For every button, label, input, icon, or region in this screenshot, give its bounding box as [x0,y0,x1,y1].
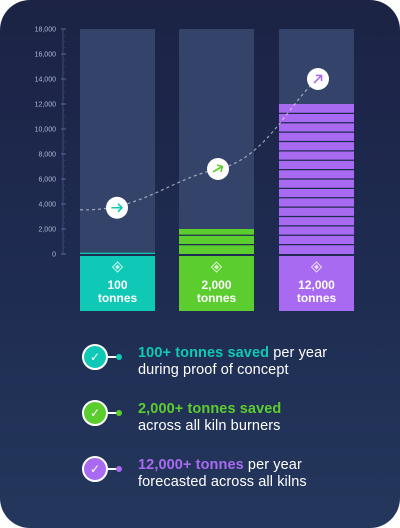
arrow-icon [212,164,224,173]
badge-icon [210,261,223,273]
badge-icon [314,264,319,270]
bar [179,229,254,254]
check-icon: ✓ [82,400,108,426]
badge-icon [214,264,219,270]
y-tick-label: 4,000 [38,202,56,209]
arrow-icon [111,203,123,213]
connector-dot [116,466,122,472]
stat-rest: per year [269,345,328,361]
connector-line [108,356,118,358]
stat-item-proof-of-concept: ✓ 100+ tonnes saved per year during proo… [80,340,390,384]
stat-rest: per year [243,457,302,473]
background-column [179,29,254,254]
emissions-bar-chart: 0 2,000 4,000 6,000 8,000 10,000 12,000 14,000 1… [35,27,354,311]
bar-label-unit: tonnes [297,291,337,305]
y-tick-label: 12,000 [35,102,57,109]
y-tick-label: 10,000 [35,127,57,134]
bar-label-value: 2,000 [201,278,231,292]
badge-icon [115,264,120,270]
badge-icon [111,261,124,273]
check-icon: ✓ [82,456,108,482]
y-tick-label: 2,000 [38,227,56,234]
background-column [80,29,155,254]
y-tick-label: 18,000 [35,27,57,34]
check-icon: ✓ [82,344,108,370]
badge-icon [310,261,323,273]
bar-label-unit: tonnes [98,291,138,305]
stat-text: 12,000+ tonnes per year forecasted acros… [138,457,388,491]
stat-item-all-kilns: ✓ 12,000+ tonnes per year forecasted acr… [80,452,390,496]
connector-dot [116,410,122,416]
arrow-icon-path [212,164,224,173]
y-tick-label: 14,000 [35,77,57,84]
connector-line [108,412,118,414]
stat-line2: forecasted across all kilns [138,474,307,490]
y-tick-label: 16,000 [35,52,57,59]
connector-line [108,468,118,470]
y-tick-label: 0 [52,252,56,259]
stat-text: 100+ tonnes saved per year during proof … [138,345,388,379]
connector-dot [116,354,122,360]
stat-highlight: 100+ tonnes saved [138,345,270,361]
stat-highlight: 2,000+ tonnes saved [138,401,282,417]
stat-line2: across all kiln burners [138,418,281,434]
stat-highlight: 12,000+ tonnes [138,457,244,473]
bar-label-value: 100 [107,278,127,292]
stat-text: 2,000+ tonnes saved across all kiln burn… [138,401,388,435]
arrow-icon-path [111,203,123,213]
y-tick-label: 8,000 [38,152,56,159]
bar-label-value: 12,000 [298,278,335,292]
stat-line2: during proof of concept [138,362,289,378]
stat-item-kiln-burners: ✓ 2,000+ tonnes saved across all kiln bu… [80,396,390,440]
y-tick-label: 6,000 [38,177,56,184]
bar-label-unit: tonnes [197,291,237,305]
bar [80,252,155,254]
arrow-icon-path [313,74,323,84]
arrow-icon [313,74,323,84]
